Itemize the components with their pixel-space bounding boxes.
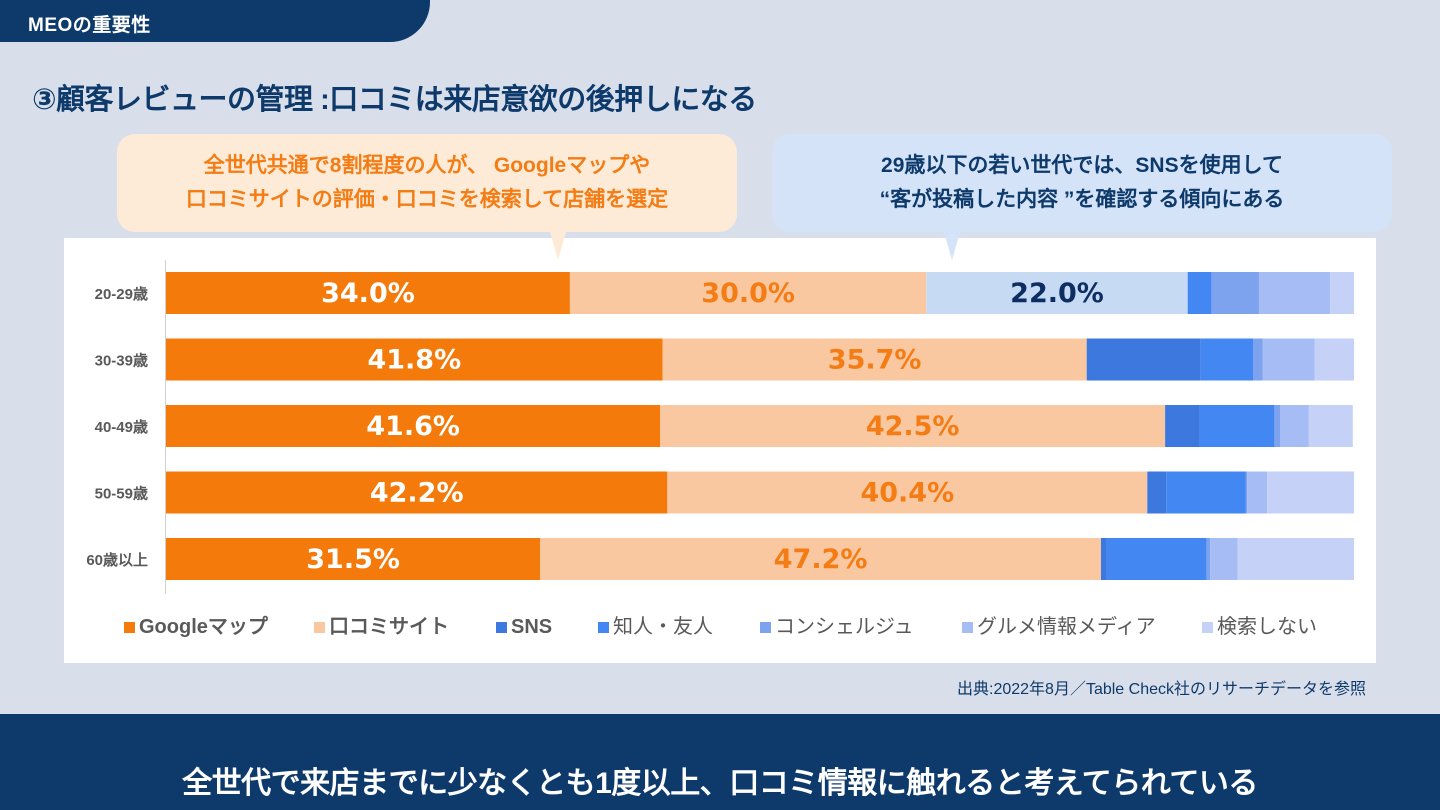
data-label: 31.5% (306, 544, 400, 575)
bar-segment-検索しない (1314, 338, 1354, 381)
page-title: ③顧客レビューの管理 :口コミは来店意欲の後押しになる (32, 84, 757, 116)
legend-label: 検索しない (1217, 615, 1317, 638)
legend-swatch (496, 622, 507, 633)
bar-segment-口コミサイト (540, 538, 1101, 580)
data-label: 22.0% (1010, 278, 1104, 309)
bar-segment-SNS (1147, 471, 1167, 514)
data-label: 35.7% (828, 345, 922, 376)
bar-segment-Googleマップ (166, 405, 661, 447)
bar-segment-知人・友人 (1166, 471, 1246, 514)
bar-segment-SNS (1165, 405, 1200, 447)
bar-segment-SNS (1100, 538, 1107, 580)
callout-tail (550, 232, 566, 260)
bar-segment-検索しない (1267, 471, 1354, 514)
footer-conclusion: 全世代で来店までに少なくとも1度以上、口コミ情報に触れると考えてられている (0, 714, 1440, 810)
bar-segment-Googleマップ (166, 471, 668, 514)
section-tab: MEOの重要性 (0, 0, 430, 42)
y-tick-label: 40-49歳 (95, 418, 148, 436)
data-label: 41.6% (366, 411, 460, 442)
bar-segment-グルメ情報メディア (1280, 405, 1309, 447)
callout-line-1: 全世代共通で8割程度の人が、 Googleマップや (203, 154, 651, 177)
y-tick-label: 20-29歳 (95, 285, 148, 303)
y-tick-label: 60歳以上 (86, 551, 148, 569)
data-label: 34.0% (321, 278, 415, 309)
data-label: 47.2% (774, 544, 868, 575)
bar-segment-グルメ情報メディア (1247, 471, 1268, 514)
bar-segment-コンシェルジュ (1206, 538, 1211, 580)
data-label: 30.0% (701, 278, 795, 309)
bar-segment-グルメ情報メディア (1258, 272, 1331, 314)
bar-segment-口コミサイト (569, 272, 927, 314)
bar-segment-SNS (1086, 338, 1201, 381)
legend-label: SNS (511, 616, 552, 638)
callout-line-1: 29歳以下の若い世代では、SNSを使用して (881, 154, 1283, 177)
legend-label: グルメ情報メディア (977, 615, 1156, 638)
data-label: 42.5% (866, 411, 960, 442)
data-label: 40.4% (860, 478, 954, 509)
bar-segment-知人・友人 (1187, 272, 1212, 314)
bar-segment-グルメ情報メディア (1262, 338, 1315, 381)
bar-segment-コンシェルジュ (1274, 405, 1281, 447)
callout-line-2: “客が投稿した内容 ”を確認する傾向にある (879, 188, 1285, 211)
legend-swatch (314, 622, 325, 633)
legend-label: コンシェルジュ (775, 616, 914, 638)
bar-segment-口コミサイト (662, 338, 1087, 381)
bar-segment-コンシェルジュ (1245, 471, 1248, 514)
bar-segment-知人・友人 (1200, 338, 1254, 381)
callout-google-review: 全世代共通で8割程度の人が、 Googleマップや 口コミサイトの評価・口コミを… (117, 134, 737, 232)
bar-segment-口コミサイト (667, 471, 1148, 514)
bar-segment-検索しない (1237, 538, 1354, 580)
legend-swatch (962, 622, 973, 633)
legend-label: 口コミサイト (329, 616, 449, 638)
callout-tail (944, 232, 960, 260)
legend-swatch (1202, 622, 1213, 633)
callout-line-2: 口コミサイトの評価・口コミを検索して店舗を選定 (185, 188, 669, 211)
data-label: 41.8% (367, 345, 461, 376)
bar-segment-Googleマップ (166, 538, 541, 580)
legend-label: Googleマップ (139, 615, 269, 638)
source-citation: 出典:2022年8月／Table Check社のリサーチデータを参照 (957, 681, 1366, 698)
bar-segment-コンシェルジュ (1253, 338, 1263, 381)
bar-segment-SNS (926, 272, 1188, 314)
callout-sns-youth: 29歳以下の若い世代では、SNSを使用して “客が投稿した内容 ”を確認する傾向… (772, 134, 1392, 232)
legend-swatch (598, 622, 609, 633)
stacked-bar-chart: 20-29歳 34.0% 30.0% 22.0% 30-39歳 41.8% 35.7% 40-… (86, 260, 1354, 638)
y-tick-label: 50-59歳 (95, 485, 148, 503)
bar-segment-コンシェルジュ (1211, 272, 1259, 314)
bar-segment-知人・友人 (1106, 538, 1207, 580)
chart-panel: 20-29歳 34.0% 30.0% 22.0% 30-39歳 41.8% 35.7% 40-… (64, 238, 1376, 663)
legend-label: 知人・友人 (613, 615, 713, 638)
bar-segment-口コミサイト (660, 405, 1166, 447)
legend-swatch (760, 622, 771, 633)
bar-segment-グルメ情報メディア (1210, 538, 1238, 580)
bar-segment-検索しない (1308, 405, 1353, 447)
bar-segment-知人・友人 (1199, 405, 1275, 447)
data-label: 42.2% (370, 478, 464, 509)
bar-segment-Googleマップ (166, 272, 570, 314)
bar-segment-検索しない (1330, 272, 1354, 314)
bar-segment-Googleマップ (166, 338, 663, 381)
legend-swatch (124, 622, 135, 633)
y-tick-label: 30-39歳 (95, 352, 148, 370)
